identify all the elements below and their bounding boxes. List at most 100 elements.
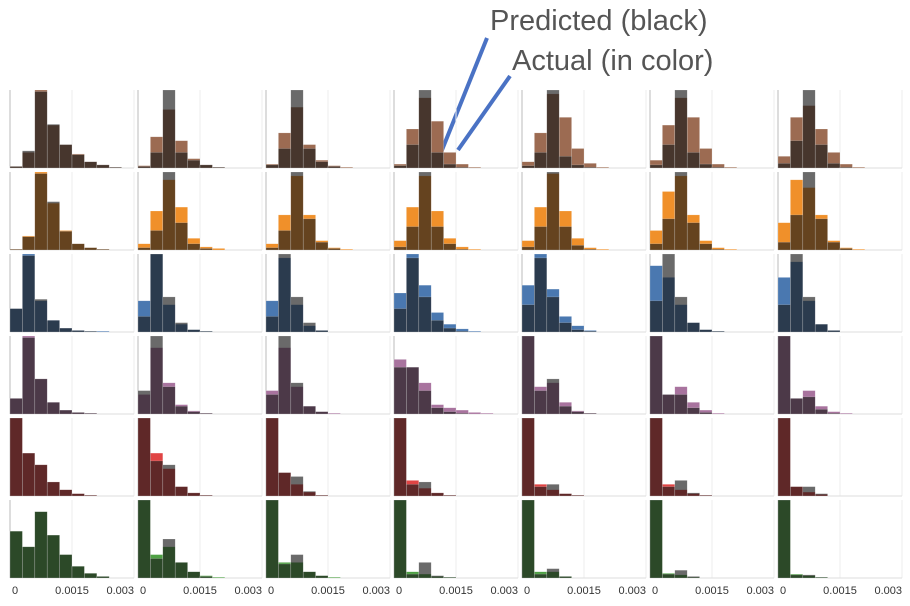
predicted-bar: [583, 412, 597, 415]
predicted-bar: [290, 554, 304, 579]
actual-bar: [724, 248, 738, 251]
x-tick-label: 0: [140, 585, 146, 597]
predicted-bar: [521, 246, 535, 251]
predicted-bar: [839, 166, 853, 169]
predicted-bar: [406, 573, 420, 579]
predicted-bar: [22, 236, 36, 251]
predicted-bar: [418, 390, 432, 415]
predicted-bar: [455, 330, 469, 333]
x-tick-label: 0: [268, 585, 274, 597]
x-tick-label: 0.0015: [823, 585, 857, 597]
predicted-bar: [278, 563, 292, 579]
predicted-bar: [187, 571, 201, 579]
predicted-bar: [187, 159, 201, 169]
predicted-bar: [546, 89, 560, 169]
predicted-bar: [443, 576, 457, 579]
predicted-bar: [558, 576, 572, 579]
predicted-bar: [430, 575, 444, 579]
predicted-bar: [686, 492, 700, 497]
predicted-bar: [686, 576, 700, 579]
predicted-bar: [674, 296, 688, 333]
predicted-bar: [71, 330, 85, 333]
predicted-bar: [649, 243, 663, 251]
predicted-bar: [71, 243, 85, 251]
predicted-bar: [802, 486, 816, 497]
predicted-bar: [571, 164, 585, 169]
predicted-bar: [393, 499, 407, 579]
actual-bar: [327, 412, 341, 415]
predicted-bar: [699, 494, 713, 497]
predicted-bar: [814, 409, 828, 415]
predicted-bar: [802, 574, 816, 579]
predicted-bar: [827, 163, 841, 169]
predicted-bar: [315, 494, 329, 497]
predicted-bar: [137, 390, 151, 415]
predicted-bar: [521, 499, 535, 579]
predicted-bar: [290, 296, 304, 333]
predicted-bar: [187, 243, 201, 251]
x-tick-label: 0.0015: [183, 585, 217, 597]
predicted-bar: [290, 476, 304, 497]
predicted-bar: [22, 452, 36, 497]
predicted-bar: [443, 163, 457, 169]
predicted-bar: [558, 156, 572, 169]
predicted-bar: [649, 300, 663, 333]
actual-bar: [212, 248, 226, 251]
actual-bar: [327, 576, 341, 579]
predicted-bar: [84, 494, 98, 497]
predicted-bar: [546, 484, 560, 497]
predicted-bar: [662, 394, 676, 415]
predicted-bar: [546, 171, 560, 251]
predicted-bar: [430, 492, 444, 497]
x-tick-label: 0.0015: [695, 585, 729, 597]
actual-bar: [468, 166, 482, 169]
actual-bar: [340, 166, 354, 169]
predicted-bar: [455, 166, 469, 169]
predicted-bar: [534, 152, 548, 169]
predicted-bar: [174, 405, 188, 415]
predicted-bar: [174, 222, 188, 251]
predicted-bar: [521, 417, 535, 497]
predicted-bar: [174, 322, 188, 333]
predicted-bar: [777, 499, 791, 579]
predicted-bar: [162, 464, 176, 497]
actual-bar: [852, 248, 866, 251]
predicted-bar: [406, 144, 420, 169]
predicted-bar: [443, 327, 457, 333]
x-tick-label: 0.0015: [311, 585, 345, 597]
predicted-bar: [546, 568, 560, 579]
predicted-bar: [84, 573, 98, 579]
x-tick-label: 0: [12, 585, 18, 597]
predicted-bar: [265, 417, 279, 497]
predicted-bar: [150, 253, 164, 333]
predicted-bar: [711, 248, 725, 251]
predicted-bar: [315, 330, 329, 333]
predicted-bar: [84, 161, 98, 169]
predicted-bar: [187, 411, 201, 415]
predicted-bar: [790, 140, 804, 169]
predicted-bar: [558, 405, 572, 415]
predicted-bar: [174, 152, 188, 169]
predicted-bar: [9, 530, 23, 579]
actual-bar: [596, 166, 610, 169]
predicted-bar: [71, 412, 85, 415]
x-tick-label: 0.003: [874, 585, 902, 597]
actual-bar: [212, 576, 226, 579]
predicted-bar: [777, 163, 791, 169]
predicted-bar: [430, 226, 444, 251]
actual-bar: [96, 330, 110, 333]
predicted-bar: [46, 534, 60, 579]
predicted-bar: [302, 491, 316, 497]
predicted-bar: [430, 152, 444, 169]
predicted-bar: [290, 89, 304, 169]
x-tick-label: 0.003: [234, 585, 262, 597]
actual-bar: [480, 412, 494, 415]
predicted-bar: [393, 417, 407, 497]
predicted-bar: [583, 330, 597, 333]
predicted-bar: [137, 417, 151, 497]
predicted-bar: [59, 231, 73, 251]
predicted-bar: [777, 335, 791, 415]
x-tick-label: 0.003: [490, 585, 518, 597]
predicted-bar: [534, 390, 548, 415]
predicted-bar: [571, 329, 585, 333]
